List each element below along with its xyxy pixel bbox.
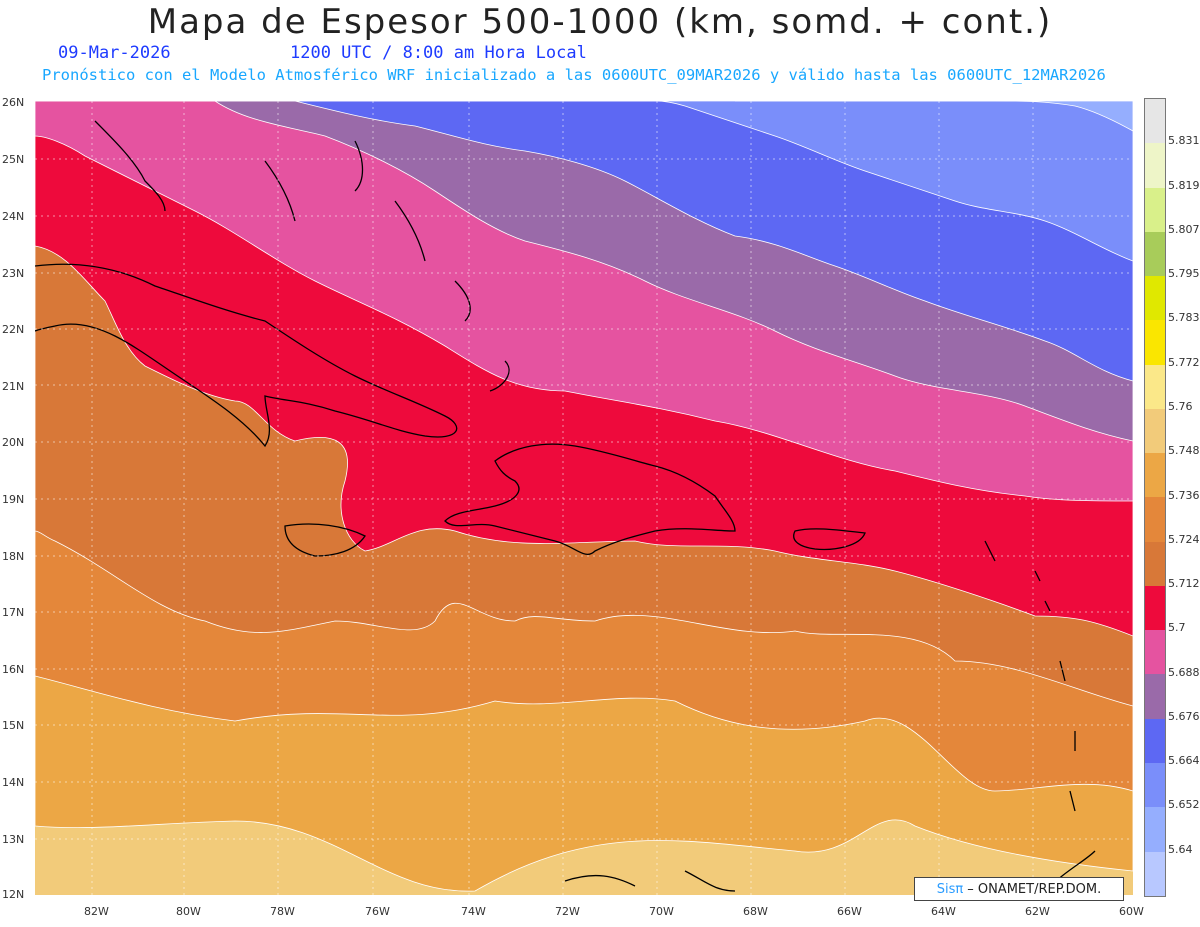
legend-level-label: 5.712 xyxy=(1168,577,1200,591)
lat-label: 20N xyxy=(2,436,25,449)
band-5640 xyxy=(735,101,1133,132)
legend-level-label: 5.795 xyxy=(1168,267,1200,281)
lon-label: 62W xyxy=(1025,905,1050,918)
legend-level-label: 5.64 xyxy=(1168,842,1193,856)
color-legend xyxy=(1144,98,1166,897)
coastlines xyxy=(35,120,1096,892)
date-label: 09-Mar-2026 xyxy=(58,43,171,63)
legend-swatch xyxy=(1145,187,1165,232)
legend-swatch xyxy=(1145,364,1165,409)
legend-swatch xyxy=(1145,541,1165,586)
credit-box: Sisπ – ONAMET/REP.DOM. xyxy=(914,877,1124,901)
legend-swatch xyxy=(1145,674,1165,719)
lon-label: 72W xyxy=(555,905,580,918)
legend-swatch xyxy=(1145,320,1165,365)
lesser-antilles-coast xyxy=(984,540,1076,812)
legend-swatch xyxy=(1145,807,1165,852)
legend-level-label: 5.652 xyxy=(1168,798,1200,812)
legend-swatch xyxy=(1145,453,1165,498)
lat-label: 12N xyxy=(2,888,25,901)
lat-label: 26N xyxy=(2,96,25,109)
lat-label: 17N xyxy=(2,606,25,619)
lat-label: 13N xyxy=(2,833,25,846)
legend-level-label: 5.783 xyxy=(1168,311,1200,325)
legend-level-label: 5.76 xyxy=(1168,399,1193,413)
legend-level-label: 5.772 xyxy=(1168,355,1200,369)
time-label: 1200 UTC / 8:00 am Hora Local xyxy=(290,43,587,63)
lon-label: 80W xyxy=(176,905,201,918)
lat-label: 22N xyxy=(2,323,25,336)
lat-label: 15N xyxy=(2,719,25,732)
lat-label: 14N xyxy=(2,776,25,789)
legend-level-label: 5.724 xyxy=(1168,532,1200,546)
grid-lines xyxy=(35,101,1133,895)
legend-swatch xyxy=(1145,851,1165,896)
legend-level-label: 5.676 xyxy=(1168,709,1200,723)
legend-swatch xyxy=(1145,143,1165,188)
lat-label: 25N xyxy=(2,153,25,166)
lon-label: 74W xyxy=(461,905,486,918)
lat-label: 23N xyxy=(2,267,25,280)
sis-logo-text: Sisπ xyxy=(936,881,964,897)
legend-level-label: 5.819 xyxy=(1168,178,1200,192)
legend-swatch xyxy=(1145,231,1165,277)
legend-swatch xyxy=(1145,630,1165,675)
jamaica-coast xyxy=(284,523,366,557)
legend-swatch xyxy=(1145,718,1165,763)
legend-level-label: 5.664 xyxy=(1168,754,1200,768)
lon-label: 76W xyxy=(365,905,390,918)
band-5652 xyxy=(295,101,1133,262)
thickness-map-svg xyxy=(35,101,1133,895)
cuba-coast xyxy=(35,263,458,448)
bahamas-coast xyxy=(94,120,510,392)
lat-label: 24N xyxy=(2,210,25,223)
legend-swatch xyxy=(1145,276,1165,321)
puerto-rico-coast xyxy=(793,528,866,551)
credit-text: – ONAMET/REP.DOM. xyxy=(967,881,1102,897)
lat-label: 19N xyxy=(2,493,25,506)
lon-label: 60W xyxy=(1119,905,1144,918)
legend-level-label: 5.7 xyxy=(1168,621,1186,635)
lon-label: 68W xyxy=(743,905,768,918)
lat-label: 16N xyxy=(2,663,25,676)
lon-label: 64W xyxy=(931,905,956,918)
legend-swatch xyxy=(1145,585,1165,631)
legend-level-label: 5.807 xyxy=(1168,222,1200,236)
lon-label: 70W xyxy=(649,905,674,918)
legend-level-label: 5.688 xyxy=(1168,665,1200,679)
lon-label: 82W xyxy=(84,905,109,918)
legend-level-label: 5.748 xyxy=(1168,444,1200,458)
hispaniola-coast xyxy=(444,443,736,555)
lon-label: 66W xyxy=(837,905,862,918)
forecast-info: Pronóstico con el Modelo Atmosférico WRF… xyxy=(42,66,1106,84)
lat-label: 18N xyxy=(2,550,25,563)
legend-swatch xyxy=(1145,497,1165,542)
legend-swatch xyxy=(1145,99,1165,144)
legend-level-label: 5.831 xyxy=(1168,134,1200,148)
legend-swatch xyxy=(1145,408,1165,454)
lon-label: 78W xyxy=(270,905,295,918)
map-title: Mapa de Espesor 500-1000 (km, somd. + co… xyxy=(147,2,1053,42)
legend-level-label: 5.736 xyxy=(1168,488,1200,502)
legend-swatch xyxy=(1145,762,1165,808)
lat-label: 21N xyxy=(2,380,25,393)
thickness-map xyxy=(35,101,1133,895)
